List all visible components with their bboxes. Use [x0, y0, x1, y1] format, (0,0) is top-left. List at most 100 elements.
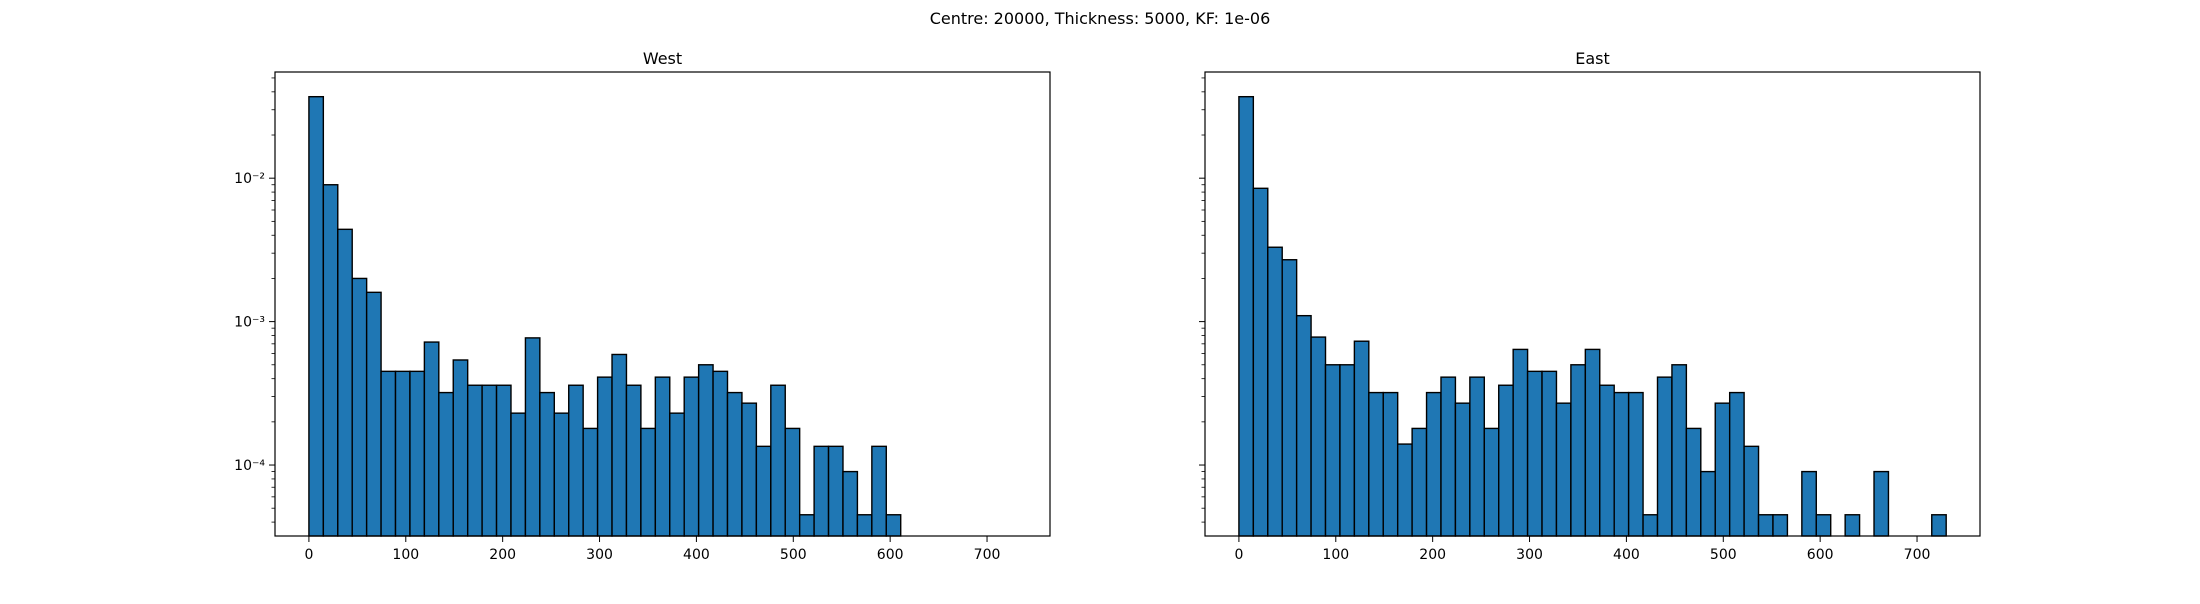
east-histogram-bar	[1555, 402, 1572, 537]
west-axes-frame	[274, 71, 1051, 537]
east-histogram-bar	[1281, 259, 1298, 537]
east-histogram-bar	[1454, 402, 1471, 537]
west-histogram-bar	[582, 427, 599, 537]
west-histogram-bar	[842, 470, 859, 537]
west-title: West	[643, 49, 682, 68]
east-histogram-bar	[1396, 443, 1413, 537]
west-histogram-bar	[654, 376, 671, 537]
west-histogram-bar	[683, 376, 700, 537]
west-histogram-bar	[380, 370, 397, 537]
east-x-tick-label: 0	[1234, 547, 1243, 563]
east-histogram-bar	[1353, 340, 1370, 537]
west-histogram-bar	[495, 384, 512, 537]
west-histogram-bar	[568, 384, 584, 537]
west-histogram-bar	[611, 353, 628, 537]
east-histogram-bar	[1382, 391, 1399, 537]
east-histogram-panel: East 0 100 200 300 400 500 600 700	[1199, 49, 1981, 563]
east-histogram-bar	[1295, 314, 1312, 537]
east-histogram-bar	[1541, 370, 1558, 537]
west-histogram-panel: West 0 100 200 300 400 500 600 700 10⁻⁴ 10⁻³ 10⁻²	[234, 49, 1051, 563]
east-histogram-bar	[1425, 391, 1442, 537]
east-x-tick-label: 200	[1419, 547, 1446, 563]
west-histogram-bar	[322, 184, 339, 537]
east-histogram-bar	[1440, 376, 1457, 537]
west-histogram-bar	[712, 370, 729, 537]
east-histogram-bar	[1685, 427, 1702, 537]
east-histogram-bar	[1310, 336, 1327, 537]
west-x-tick-label: 100	[392, 547, 419, 563]
east-histogram-bar	[1656, 376, 1673, 537]
west-histogram-bar	[755, 445, 772, 537]
east-x-tick-label: 400	[1613, 547, 1640, 563]
east-histogram-bar	[1671, 364, 1688, 537]
west-histogram-bar	[553, 412, 570, 537]
east-histogram-bar	[1801, 470, 1817, 537]
east-histogram-bar	[1599, 384, 1615, 537]
east-histogram-bar	[1339, 364, 1356, 537]
west-histogram-bar	[856, 514, 873, 537]
east-x-tick-label: 100	[1322, 547, 1349, 563]
east-histogram-bar	[1411, 427, 1428, 537]
west-x-tick-label: 400	[683, 547, 710, 563]
east-histogram-bar	[1368, 391, 1384, 537]
west-histogram-bar	[770, 384, 786, 537]
east-histogram-bar	[1526, 370, 1543, 537]
east-histogram-bar	[1570, 364, 1587, 537]
east-histogram-bar	[1844, 514, 1861, 537]
west-histogram-bar	[423, 341, 440, 537]
west-histogram-bar	[697, 364, 714, 537]
west-x-tick-label: 300	[586, 547, 613, 563]
east-histogram-bar	[1642, 514, 1659, 537]
west-histogram-bar	[409, 370, 426, 537]
east-histogram-bar	[1252, 187, 1269, 537]
west-histogram-bar	[625, 384, 642, 537]
west-histogram-bar	[308, 95, 325, 537]
east-axes-frame	[1204, 71, 1981, 537]
east-histogram-bar	[1512, 348, 1529, 537]
east-histogram-bar	[1483, 427, 1500, 537]
west-y-tick-label: 10⁻³	[234, 315, 265, 331]
east-histogram-bar	[1772, 514, 1789, 537]
west-histogram-bar	[596, 376, 613, 537]
west-histogram-bar	[438, 391, 454, 537]
west-histogram-bar	[524, 337, 541, 537]
west-histogram-bar	[784, 427, 801, 537]
east-histogram-bar	[1757, 514, 1774, 537]
east-histogram-bar	[1815, 514, 1832, 537]
east-x-tick-label: 500	[1710, 547, 1737, 563]
west-histogram-bar	[510, 412, 527, 537]
east-title: East	[1575, 49, 1610, 68]
west-histogram-bar	[871, 445, 887, 537]
east-histogram-bar	[1873, 470, 1890, 537]
east-histogram-bar	[1584, 348, 1601, 537]
east-histogram-bar	[1238, 95, 1255, 537]
east-x-tick-label: 600	[1807, 547, 1834, 563]
west-histogram-bar	[813, 445, 830, 537]
west-histogram-bar	[351, 277, 368, 537]
east-histogram-bar	[1627, 391, 1644, 537]
west-histogram-bar	[466, 384, 483, 537]
west-x-tick-label: 500	[780, 547, 807, 563]
west-x-tick-label: 200	[489, 547, 516, 563]
east-histogram-bar	[1267, 246, 1283, 537]
west-histogram-bar	[798, 514, 815, 537]
west-histogram-bar	[337, 228, 353, 537]
west-x-tick-label: 600	[877, 547, 904, 563]
east-histogram-bar	[1324, 364, 1341, 537]
west-histogram-bar	[741, 402, 758, 537]
east-histogram-bar	[1498, 384, 1514, 537]
east-histogram-bar	[1700, 470, 1716, 537]
east-histogram-bar	[1743, 445, 1760, 537]
west-histogram-bar	[726, 391, 743, 537]
east-histogram-bar	[1714, 402, 1731, 537]
west-histogram-bar	[539, 391, 555, 537]
east-x-tick-label: 700	[1904, 547, 1931, 563]
west-histogram-bar	[365, 291, 382, 537]
west-histogram-bar	[394, 370, 411, 537]
west-histogram-bar	[669, 412, 685, 537]
west-x-tick-label: 0	[304, 547, 313, 563]
east-histogram-bar	[1931, 514, 1947, 537]
figure-suptitle: Centre: 20000, Thickness: 5000, KF: 1e-0…	[930, 9, 1271, 28]
west-x-tick-label: 700	[974, 547, 1001, 563]
